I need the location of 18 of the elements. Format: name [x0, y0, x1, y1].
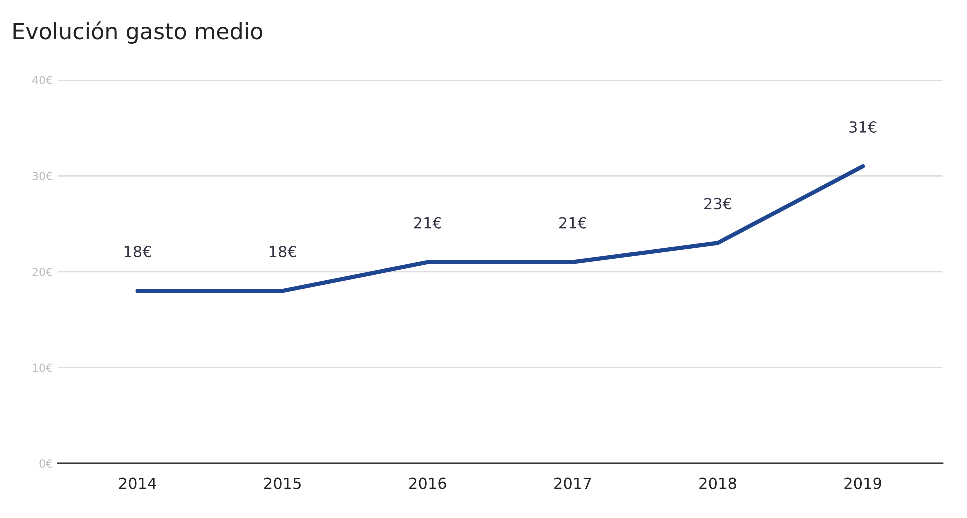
x-tick-label: 2017 — [554, 478, 592, 490]
x-tick-label: 2016 — [410, 478, 446, 490]
y-tick-label: 20€ — [32, 268, 52, 276]
text: 23€ — [704, 198, 732, 210]
text: 21€ — [414, 217, 442, 229]
y-tick-label: 0€ — [40, 460, 52, 468]
x-tick-label: 2019 — [844, 478, 882, 490]
text: 31€ — [850, 121, 877, 134]
x-tick-label: 2014 — [119, 478, 156, 490]
text: 18€ — [124, 246, 152, 258]
text: 18€ — [270, 246, 296, 258]
y-tick-label: 30€ — [32, 172, 52, 180]
text: 21€ — [559, 217, 587, 229]
y-tick-label: 40€ — [32, 76, 52, 85]
y-tick-label: 10€ — [33, 364, 52, 372]
x-tick-label: 2015 — [264, 478, 301, 490]
x-tick-label: 2018 — [700, 478, 736, 490]
chart-title: Evolución gasto medio — [14, 22, 262, 44]
